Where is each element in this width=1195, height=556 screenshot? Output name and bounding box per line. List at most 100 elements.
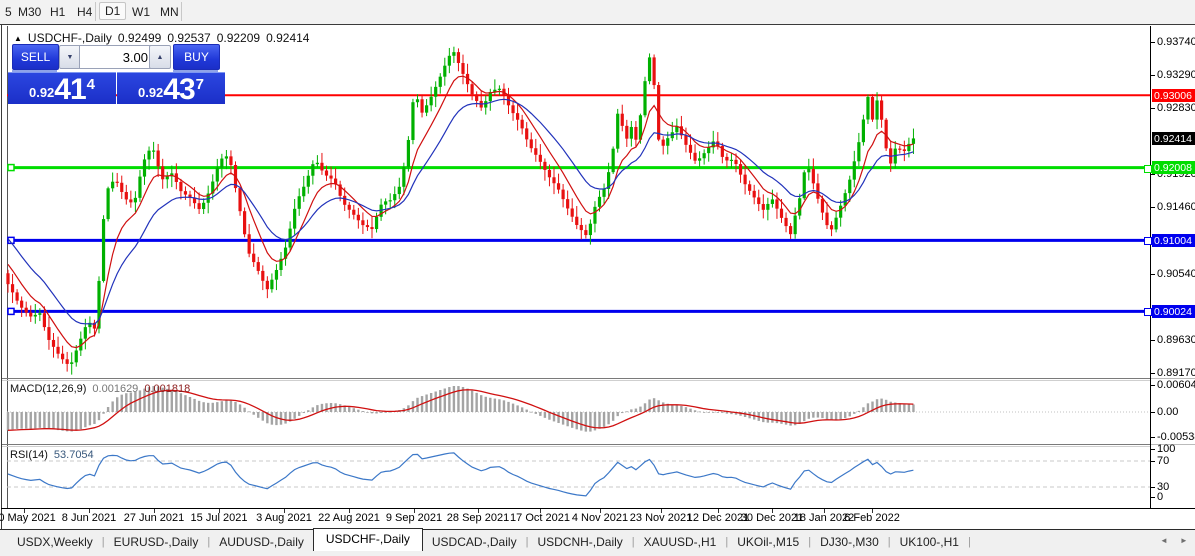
- candle-body: [525, 128, 529, 140]
- buy-price-box[interactable]: 0.92 43 7: [117, 72, 225, 106]
- tab-usdchf-daily[interactable]: USDCHF-,Daily: [312, 527, 423, 551]
- volume-decrease-button[interactable]: ▼: [59, 45, 81, 69]
- line-handle-left[interactable]: [7, 163, 15, 172]
- macd-bar: [266, 412, 269, 424]
- candle-body: [324, 170, 329, 176]
- tab-scroll-left-icon[interactable]: ◄: [1160, 536, 1168, 545]
- candle-body: [215, 167, 219, 182]
- macd-bar: [689, 408, 692, 412]
- macd-bar: [179, 393, 183, 412]
- indicator-axis-label: 0.00: [1157, 406, 1179, 418]
- main-price-chart[interactable]: [6, 26, 1150, 378]
- time-tick: [772, 509, 773, 513]
- time-label: 6 Feb 2022: [844, 512, 900, 524]
- timeframe-button-5[interactable]: 5: [5, 5, 12, 19]
- macd-bar: [812, 412, 815, 418]
- rsi-indicator-panel[interactable]: [7, 446, 1150, 507]
- macd-bar: [361, 411, 365, 412]
- macd-bar: [311, 407, 315, 412]
- indicator-tick: [1150, 412, 1155, 413]
- timeframe-button-d1[interactable]: D1: [99, 2, 127, 20]
- buy-button[interactable]: BUY: [173, 44, 220, 70]
- candle-body: [766, 203, 770, 210]
- tab-separator: |: [631, 535, 635, 548]
- line-handle-right[interactable]: [1144, 308, 1152, 316]
- macd-label: MACD(12,26,9): [10, 383, 87, 395]
- macd-bar: [202, 402, 205, 412]
- candle-body: [570, 208, 574, 217]
- candle-body: [461, 63, 465, 74]
- macd-bar: [84, 412, 87, 428]
- collapse-panel-icon[interactable]: ▲: [14, 33, 22, 43]
- candle-body: [661, 139, 665, 146]
- macd-bar: [461, 386, 465, 412]
- rsi-label: RSI(14): [10, 449, 48, 461]
- macd-indicator-panel[interactable]: [6, 381, 1150, 443]
- price-label: 0.90540: [1157, 268, 1195, 280]
- timeframe-button-mn[interactable]: MN: [160, 5, 179, 19]
- line-handle-right[interactable]: [1144, 237, 1152, 245]
- line-handle-right[interactable]: [1144, 165, 1152, 173]
- tab-uk100-h1[interactable]: UK100-,H1: [899, 534, 959, 549]
- macd-bar: [161, 387, 164, 412]
- tab-usdcad-daily[interactable]: USDCAD-,Daily: [431, 534, 517, 549]
- tab-audusd-daily[interactable]: AUDUSD-,Daily: [219, 534, 304, 549]
- macd-bar: [175, 391, 178, 412]
- candle-body: [20, 300, 24, 308]
- macd-bar: [480, 395, 483, 412]
- chart-tab-bar: USDX,Weekly | EURUSD-,Daily | AUDUSD-,Daily U…: [0, 527, 1195, 553]
- symbol-title: USDCHF-,Daily: [27, 31, 112, 45]
- tab-dj30-m30[interactable]: DJ30-,M30: [820, 534, 879, 549]
- timeframe-button-h1[interactable]: H1: [50, 5, 66, 19]
- macd-bar: [288, 412, 292, 422]
- time-label: 30 Dec 2021: [740, 512, 804, 524]
- candle-body: [752, 190, 756, 198]
- candle-body: [165, 176, 169, 180]
- volume-input[interactable]: 3.00: [79, 45, 155, 69]
- candle-body: [488, 91, 492, 102]
- time-label: 20 May 2021: [0, 512, 56, 524]
- volume-increase-button[interactable]: ▲: [149, 45, 171, 69]
- tab-eurusd-daily[interactable]: EURUSD-,Daily: [113, 534, 199, 549]
- macd-bar: [507, 401, 510, 412]
- ohlc-low: 0.92209: [216, 31, 261, 45]
- timeframe-button-m30[interactable]: M30: [18, 5, 42, 19]
- candle-body: [552, 177, 556, 184]
- timeframe-button-h4[interactable]: H4: [77, 5, 93, 19]
- buy-price-big: 43: [163, 73, 195, 106]
- tab-usdx-weekly[interactable]: USDX,Weekly: [17, 534, 93, 549]
- macd-bar: [25, 412, 28, 429]
- tab-separator: |: [725, 535, 729, 548]
- candle-body: [438, 76, 442, 87]
- tab-ukoil-m15[interactable]: UKOil-,M15: [737, 534, 800, 549]
- ma-slow-line: [7, 98, 914, 325]
- macd-bar: [93, 412, 96, 424]
- macd-bar: [125, 393, 128, 412]
- candle-body: [825, 212, 829, 226]
- line-handle-left[interactable]: [7, 307, 15, 316]
- candle-body: [202, 202, 206, 210]
- toolbar-separator: [95, 2, 96, 21]
- tab-scroll-right-icon[interactable]: ►: [1179, 536, 1188, 545]
- candle-body: [388, 200, 392, 202]
- macd-bar: [375, 412, 378, 414]
- candle-body: [447, 55, 451, 66]
- tab-usdcnh-daily[interactable]: USDCNH-,Daily: [537, 534, 623, 549]
- timeframe-button-w1[interactable]: W1: [132, 5, 150, 19]
- tab-xauusd-h1[interactable]: XAUUSD-,H1: [643, 534, 717, 549]
- sell-price-box[interactable]: 0.92 41 4: [8, 72, 116, 105]
- rsi-splitter[interactable]: [2, 444, 1150, 445]
- candle-body: [138, 176, 142, 198]
- candle-body: [365, 225, 370, 228]
- macd-splitter[interactable]: [2, 378, 1150, 379]
- plot-left-border: [7, 26, 8, 508]
- price-tick: [1150, 174, 1155, 175]
- indicator-tick: [1150, 385, 1155, 386]
- sell-button[interactable]: SELL: [12, 44, 59, 70]
- macd-bar: [211, 402, 214, 412]
- macd-splitter-light: [2, 380, 1150, 381]
- macd-signal-value: 0.001818: [144, 383, 191, 395]
- macd-bar: [498, 399, 501, 412]
- candle-body: [743, 174, 747, 185]
- macd-bar: [721, 412, 724, 413]
